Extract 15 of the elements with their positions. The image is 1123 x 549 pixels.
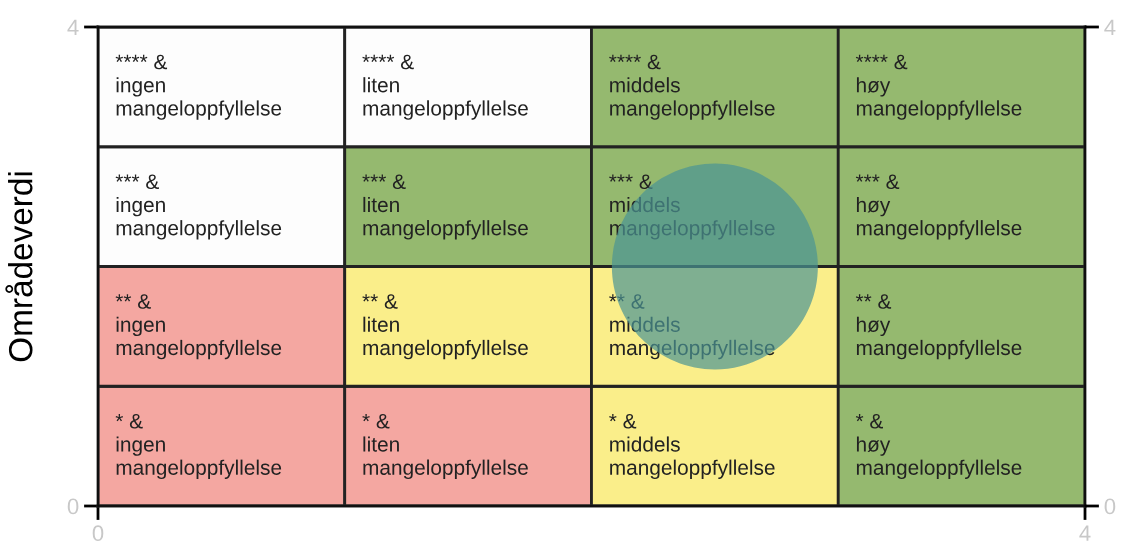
annotation: *** & liten mangeloppfyllelse <box>362 174 528 240</box>
annotation: ** & høy mangeloppfyllelse <box>855 294 1022 360</box>
annotation: **** & høy mangeloppfyllelse <box>855 54 1022 120</box>
annotation: *** & høy mangeloppfyllelse <box>855 174 1022 240</box>
annotation: ** & liten mangeloppfyllelse <box>362 294 528 360</box>
annotation: **** & ingen mangeloppfyllelse <box>115 54 282 120</box>
annotation: * & middels mangeloppfyllelse <box>609 413 775 480</box>
annotation: **** & liten mangeloppfyllelse <box>362 54 528 120</box>
annotation: ** & ingen mangeloppfyllelse <box>115 294 282 360</box>
y-axis-title: Områdeverdi <box>5 172 33 362</box>
annotation: * & ingen mangeloppfyllelse <box>115 413 282 480</box>
annotation: * & liten mangeloppfyllelse <box>362 413 528 480</box>
annotation: * & høy mangeloppfyllelse <box>855 413 1022 480</box>
annotation: **** & middels mangeloppfyllelse <box>609 54 775 120</box>
annotation: *** & ingen mangeloppfyllelse <box>115 174 282 240</box>
